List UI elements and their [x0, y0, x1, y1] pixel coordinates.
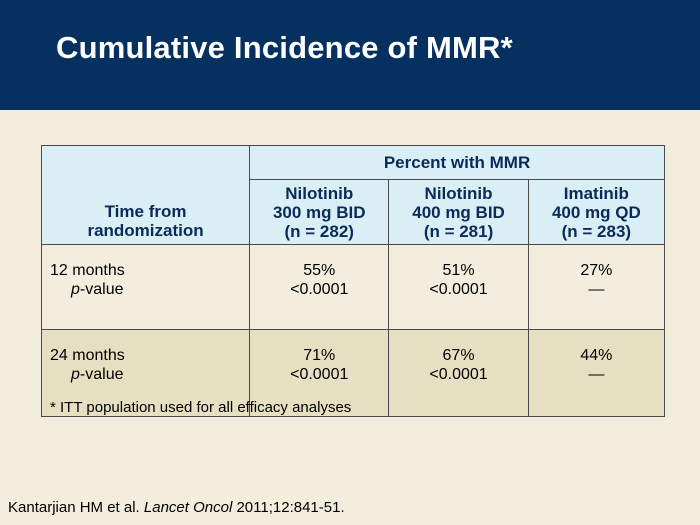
header-col-imatinib-400: Imatinib 400 mg QD (n = 283): [527, 179, 666, 245]
cell-percent: 71%: [303, 347, 336, 364]
cell-percent: 55%: [303, 262, 336, 279]
slide-title: Cumulative Incidence of MMR*: [56, 30, 513, 65]
cell-value: 51% <0.0001: [388, 244, 529, 330]
header-col-nilotinib-300: Nilotinib 300 mg BID (n = 282): [249, 179, 390, 245]
cell-pvalue: <0.0001: [429, 366, 488, 383]
col2-line1: Nilotinib: [424, 183, 493, 203]
cell-value: 55% <0.0001: [249, 244, 390, 330]
citation-ref: 2011;12:841-51.: [236, 499, 345, 516]
row-pvalue-label: p-value: [71, 281, 124, 298]
col1-line2: 300 mg BID: [272, 202, 366, 222]
table-row: 12 months p-value 55% <0.0001 51% <0.000…: [40, 244, 666, 330]
cell-percent: 67%: [442, 347, 475, 364]
mmr-table: Time from randomization Percent with MMR…: [40, 145, 666, 417]
footnote: * ITT population used for all efficacy a…: [50, 399, 352, 416]
citation-journal: Lancet Oncol: [143, 499, 233, 516]
col1-line1: Nilotinib: [285, 183, 354, 203]
cell-value: 44% —: [527, 329, 666, 417]
cell-pvalue: —: [588, 366, 605, 383]
cell-value: 27% —: [527, 244, 666, 330]
table-row: 24 months p-value 71% <0.0001 67% <0.000…: [40, 329, 666, 417]
row-label-12-months: 12 months p-value: [40, 244, 251, 330]
col2-line3: (n = 281): [423, 221, 494, 241]
cell-percent: 51%: [442, 262, 475, 279]
cell-value: 67% <0.0001: [388, 329, 529, 417]
citation: Kantarjian HM et al. Lancet Oncol 2011;1…: [8, 499, 345, 516]
cell-percent: 27%: [580, 262, 613, 279]
cell-pvalue: <0.0001: [290, 281, 349, 298]
col1-line3: (n = 282): [284, 221, 354, 241]
col3-line2: 400 mg QD: [551, 202, 641, 222]
header-time-line2: randomization: [87, 221, 204, 240]
header-time-from-randomization: Time from randomization: [40, 145, 251, 245]
col2-line2: 400 mg BID: [412, 202, 505, 222]
cell-pvalue: <0.0001: [290, 366, 349, 383]
row-time-label: 12 months: [50, 262, 125, 279]
row-time-label: 24 months: [50, 347, 125, 364]
row-pvalue-label: p-value: [71, 366, 124, 383]
row-label-24-months: 24 months p-value: [40, 329, 251, 417]
header-time-line1: Time from: [104, 202, 187, 221]
title-bar: Cumulative Incidence of MMR*: [0, 0, 700, 110]
col3-line1: Imatinib: [563, 183, 629, 203]
cell-pvalue: —: [588, 281, 605, 298]
header-col-nilotinib-400: Nilotinib 400 mg BID (n = 281): [388, 179, 529, 245]
col3-line3: (n = 283): [561, 221, 632, 241]
cell-value: 71% <0.0001: [249, 329, 390, 417]
header-percent-with-mmr: Percent with MMR: [249, 145, 665, 180]
citation-authors: Kantarjian HM et al.: [8, 499, 140, 516]
cell-pvalue: <0.0001: [429, 281, 488, 298]
cell-percent: 44%: [580, 347, 613, 364]
